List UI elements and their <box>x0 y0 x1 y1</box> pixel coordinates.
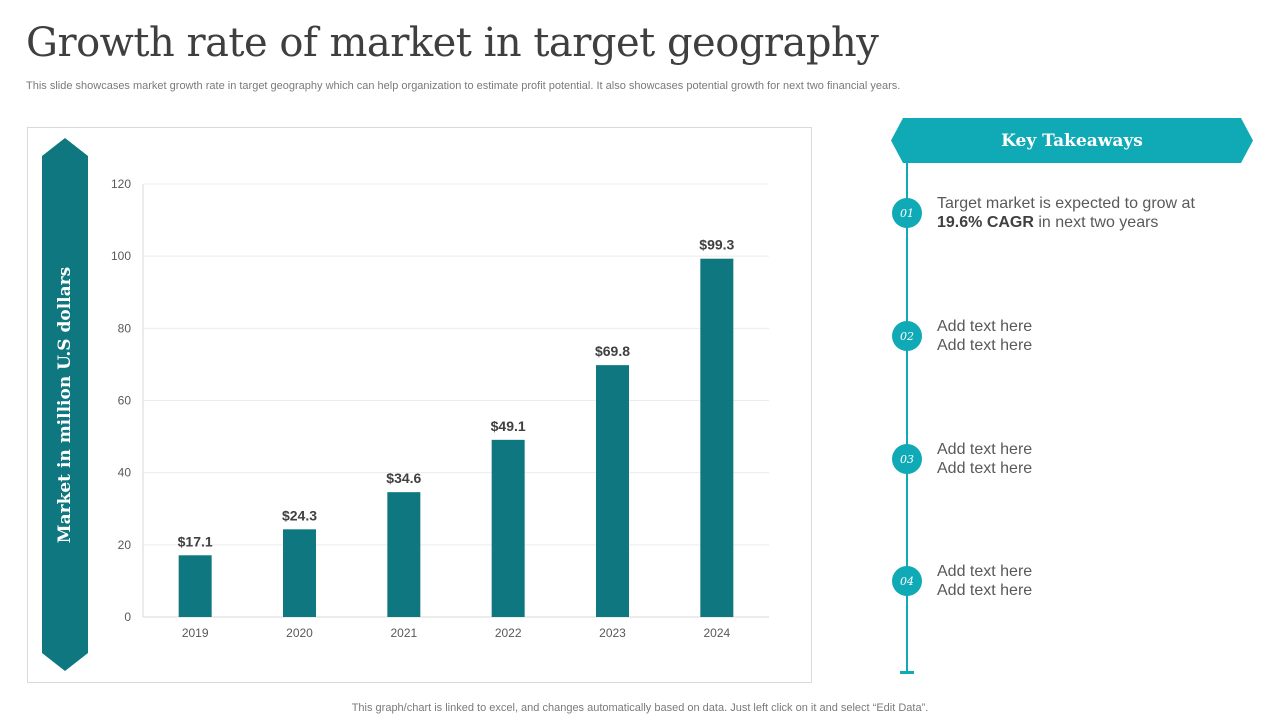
data-label: $99.3 <box>699 237 734 253</box>
y-tick-label: 40 <box>118 466 132 480</box>
y-tick-label: 100 <box>111 249 131 263</box>
y-tick-label: 120 <box>111 177 131 191</box>
x-tick-label: 2019 <box>182 626 209 640</box>
bar[interactable] <box>178 555 212 617</box>
takeaway-text-end: in next two years <box>1033 214 1159 231</box>
y-tick-label: 20 <box>118 538 132 552</box>
takeaway-item-04[interactable]: Add text here Add text here <box>937 562 1237 600</box>
x-tick-label: 2020 <box>286 626 313 640</box>
page-subtitle: This slide showcases market growth rate … <box>26 80 901 92</box>
x-tick-label: 2022 <box>495 626 522 640</box>
takeaway-item-02[interactable]: Add text here Add text here <box>937 317 1237 355</box>
bar[interactable] <box>283 529 316 617</box>
step-badge-02: 02 <box>892 321 922 351</box>
x-tick-label: 2023 <box>599 626 626 640</box>
x-tick-label: 2021 <box>390 626 417 640</box>
timeline-line <box>906 163 908 673</box>
data-label: $24.3 <box>282 507 317 523</box>
data-label: $49.1 <box>491 418 526 434</box>
page-title: Growth rate of market in target geograph… <box>26 20 879 66</box>
step-badge-04: 04 <box>892 566 922 596</box>
takeaway-item-01[interactable]: Target market is expected to grow at 19.… <box>937 194 1237 232</box>
footer-note: This graph/chart is linked to excel, and… <box>351 702 929 714</box>
key-takeaways-heading: Key Takeaways <box>1001 130 1143 151</box>
timeline-end-cap <box>900 671 914 674</box>
takeaway-line: Add text here <box>937 441 1033 458</box>
takeaway-highlight: 19.6% CAGR <box>937 214 1034 231</box>
bar[interactable] <box>387 492 421 617</box>
takeaway-line: Add text here <box>937 460 1033 477</box>
step-badge-01: 01 <box>892 198 922 228</box>
data-label: $17.1 <box>178 533 213 549</box>
data-label: $69.8 <box>595 343 630 359</box>
bar[interactable] <box>491 439 525 617</box>
takeaway-line: Add text here <box>937 582 1033 599</box>
takeaway-line: Add text here <box>937 318 1033 335</box>
key-takeaways-banner: Key Takeaways <box>891 118 1253 163</box>
bar[interactable] <box>596 365 629 617</box>
bar[interactable] <box>700 258 734 617</box>
y-axis-label-band <box>42 138 88 671</box>
takeaway-line: Add text here <box>937 563 1033 580</box>
y-tick-label: 0 <box>124 610 131 624</box>
takeaway-text: Target market is expected to grow at <box>937 195 1195 212</box>
x-tick-label: 2024 <box>703 626 730 640</box>
takeaway-item-03[interactable]: Add text here Add text here <box>937 440 1237 478</box>
y-tick-label: 80 <box>118 321 132 335</box>
data-label: $34.6 <box>386 470 421 486</box>
step-badge-03: 03 <box>892 444 922 474</box>
takeaway-line: Add text here <box>937 337 1033 354</box>
y-tick-label: 60 <box>118 394 132 408</box>
